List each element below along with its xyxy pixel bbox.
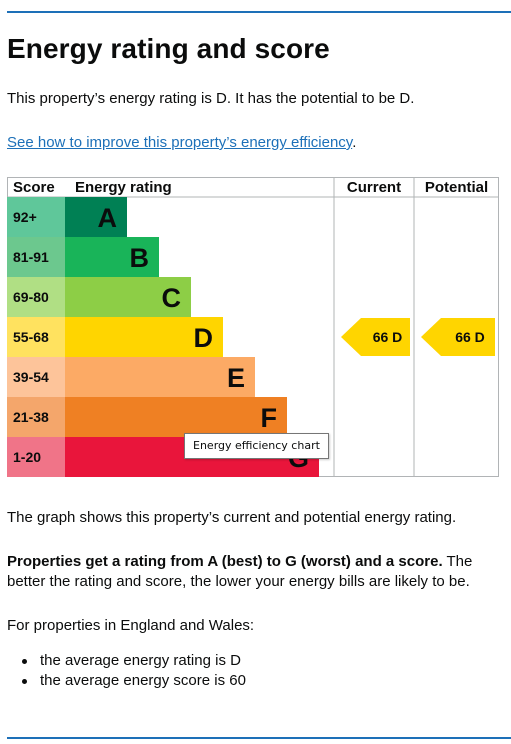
score-label-e: 39-54 bbox=[13, 369, 49, 385]
rating-explanation-rest: The better the rating and score, the low… bbox=[7, 553, 473, 590]
rating-letter-e: E bbox=[227, 363, 245, 393]
potential-rating-arrow bbox=[421, 318, 495, 356]
current-rating-arrow bbox=[341, 318, 410, 356]
current-rating-label: 66 D bbox=[373, 329, 403, 345]
chart-tooltip: Energy efficiency chart bbox=[184, 433, 329, 459]
potential-rating-label: 66 D bbox=[455, 329, 485, 345]
average-score-item: the average energy score is 60 bbox=[7, 671, 246, 691]
score-cell-c bbox=[7, 277, 65, 317]
score-label-a: 92+ bbox=[13, 209, 37, 225]
header-potential: Potential bbox=[425, 179, 488, 196]
rating-bar-f bbox=[65, 397, 287, 437]
improve-efficiency-link[interactable]: See how to improve this property’s energ… bbox=[7, 134, 353, 151]
rating-letter-f: F bbox=[261, 403, 278, 433]
rating-letter-b: B bbox=[130, 243, 150, 273]
rating-bar-a bbox=[65, 197, 127, 237]
energy-efficiency-chart: Score Energy rating Current Potential 92+ A 81… bbox=[7, 177, 499, 478]
rating-summary: This property’s energy rating is D. It h… bbox=[7, 90, 415, 107]
improve-paragraph: See how to improve this property’s energ… bbox=[7, 133, 503, 153]
rating-explanation: Properties get a rating from A (best) to… bbox=[7, 552, 503, 592]
energy-chart-svg: Score Energy rating Current Potential 92+ A 81… bbox=[7, 177, 499, 477]
rating-bar-b bbox=[65, 237, 159, 277]
rating-letter-d: D bbox=[194, 323, 214, 353]
rating-bar-e bbox=[65, 357, 255, 397]
graph-caption: The graph shows this property’s current … bbox=[7, 509, 457, 526]
score-cell-e bbox=[7, 357, 65, 397]
rating-explanation-bold: Properties get a rating from A (best) to… bbox=[7, 553, 443, 570]
score-label-d: 55-68 bbox=[13, 329, 49, 345]
score-label-g: 1-20 bbox=[13, 449, 41, 465]
score-cell-f bbox=[7, 397, 65, 437]
improve-link-suffix: . bbox=[352, 134, 357, 151]
averages-list: the average energy rating is D the avera… bbox=[7, 651, 246, 691]
bottom-divider bbox=[7, 737, 511, 739]
score-label-b: 81-91 bbox=[13, 249, 49, 265]
score-cell-g bbox=[7, 437, 65, 477]
rating-letter-c: C bbox=[162, 283, 182, 313]
score-cell-a bbox=[7, 197, 65, 237]
header-current: Current bbox=[347, 179, 401, 196]
region-note: For properties in England and Wales: bbox=[7, 617, 255, 634]
header-energy-rating: Energy rating bbox=[75, 179, 172, 196]
page-title: Energy rating and score bbox=[7, 33, 330, 64]
score-label-c: 69-80 bbox=[13, 289, 49, 305]
top-divider bbox=[7, 11, 511, 13]
rating-bar-d bbox=[65, 317, 223, 357]
header-score: Score bbox=[13, 179, 55, 196]
score-cell-b bbox=[7, 237, 65, 277]
score-label-f: 21-38 bbox=[13, 409, 49, 425]
score-cell-d bbox=[7, 317, 65, 357]
rating-bar-c bbox=[65, 277, 191, 317]
average-rating-item: the average energy rating is D bbox=[7, 651, 246, 671]
rating-letter-a: A bbox=[98, 203, 118, 233]
